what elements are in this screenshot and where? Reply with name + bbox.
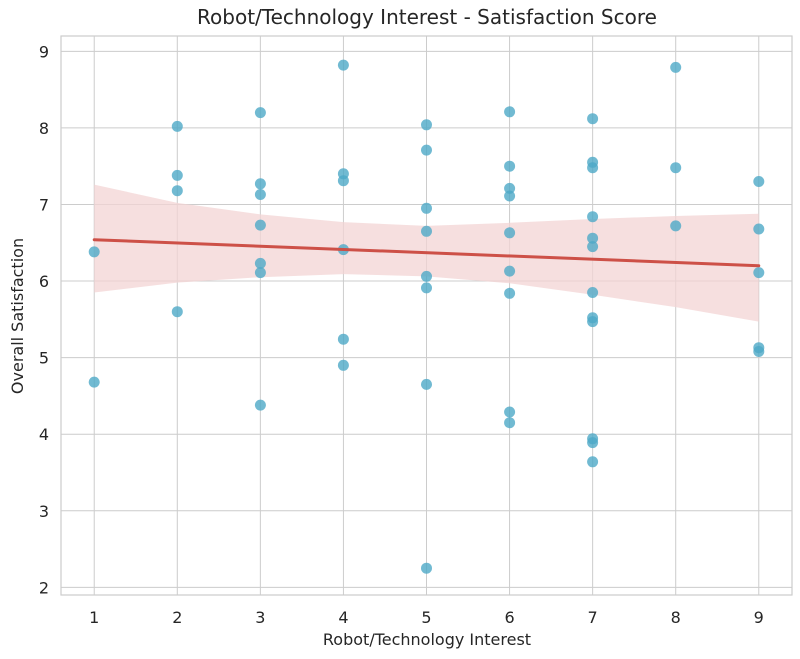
scatter-point bbox=[504, 106, 516, 118]
scatter-point bbox=[254, 257, 266, 269]
scatter-point bbox=[421, 378, 432, 390]
scatter-point bbox=[88, 376, 100, 388]
scatter-point bbox=[587, 162, 599, 174]
scatter-point bbox=[337, 359, 349, 371]
scatter-point bbox=[421, 144, 432, 156]
y-tick-label: 2 bbox=[39, 578, 49, 597]
x-tick-labels: 1 2 3 4 5 6 7 8 9 bbox=[89, 608, 764, 627]
scatter-point bbox=[171, 185, 183, 197]
scatter-point bbox=[587, 287, 599, 298]
scatter-point bbox=[504, 190, 516, 202]
x-tick-label: 1 bbox=[89, 608, 99, 627]
scatter-point bbox=[254, 189, 266, 200]
scatter-point bbox=[421, 282, 432, 294]
chart-title: Robot/Technology Interest - Satisfaction… bbox=[197, 5, 657, 29]
x-tick-label: 6 bbox=[504, 608, 514, 627]
scatter-point bbox=[88, 246, 100, 258]
scatter-point bbox=[504, 227, 516, 239]
scatter-point bbox=[171, 169, 183, 181]
scatter-point bbox=[670, 220, 682, 232]
x-tick-label: 7 bbox=[588, 608, 598, 627]
scatter-point bbox=[337, 333, 349, 345]
x-tick-label: 9 bbox=[754, 608, 764, 627]
scatter-point bbox=[171, 120, 183, 132]
scatter-point bbox=[587, 316, 599, 328]
scatter-point bbox=[753, 176, 765, 187]
scatter-point bbox=[421, 202, 432, 214]
y-tick-label: 6 bbox=[39, 272, 49, 291]
scatter-point bbox=[421, 270, 432, 282]
scatter-point bbox=[587, 232, 599, 244]
regression-line bbox=[92, 238, 761, 268]
scatter-point bbox=[421, 225, 432, 237]
scatter-point bbox=[587, 437, 599, 449]
scatter-point bbox=[421, 562, 432, 574]
y-tick-label: 3 bbox=[39, 502, 49, 521]
y-tick-label: 7 bbox=[39, 195, 49, 214]
points-layer bbox=[88, 59, 765, 574]
scatter-point bbox=[753, 346, 765, 357]
scatter-point bbox=[587, 211, 599, 223]
x-tick-label: 4 bbox=[338, 608, 348, 627]
scatter-point bbox=[254, 178, 266, 190]
scatter-point bbox=[337, 59, 349, 71]
scatter-point bbox=[504, 287, 516, 299]
scatter-point bbox=[421, 119, 432, 131]
scatter-point bbox=[171, 306, 183, 318]
y-tick-labels: 2 3 4 5 6 7 8 9 bbox=[39, 42, 49, 597]
scatter-point bbox=[587, 456, 599, 468]
x-tick-label: 8 bbox=[671, 608, 681, 627]
regression-line-layer bbox=[92, 238, 761, 268]
scatter-point bbox=[254, 219, 266, 231]
scatter-point bbox=[753, 267, 765, 279]
x-tick-label: 5 bbox=[421, 608, 431, 627]
plot-frame bbox=[60, 35, 793, 596]
scatter-point bbox=[254, 399, 266, 411]
scatter-point bbox=[504, 265, 516, 277]
y-tick-label: 9 bbox=[39, 42, 49, 61]
y-tick-label: 8 bbox=[39, 119, 49, 138]
x-axis-label: Robot/Technology Interest bbox=[323, 630, 531, 649]
scatter-point bbox=[504, 160, 516, 172]
scatter-point bbox=[254, 267, 266, 279]
x-tick-label: 2 bbox=[172, 608, 182, 627]
scatter-point bbox=[504, 182, 516, 194]
scatter-point bbox=[753, 223, 765, 235]
x-tick-label: 3 bbox=[255, 608, 265, 627]
scatter-point bbox=[504, 417, 516, 429]
scatter-point bbox=[254, 107, 266, 119]
scatter-point bbox=[670, 162, 682, 174]
scatter-point bbox=[670, 61, 682, 73]
scatter-point bbox=[587, 113, 599, 125]
scatter-point bbox=[504, 406, 516, 418]
scatter-point bbox=[337, 175, 349, 187]
y-tick-label: 5 bbox=[39, 349, 49, 368]
y-tick-label: 4 bbox=[39, 425, 49, 444]
y-axis-label: Overall Satisfaction bbox=[8, 238, 27, 394]
scatter-point bbox=[587, 241, 599, 253]
